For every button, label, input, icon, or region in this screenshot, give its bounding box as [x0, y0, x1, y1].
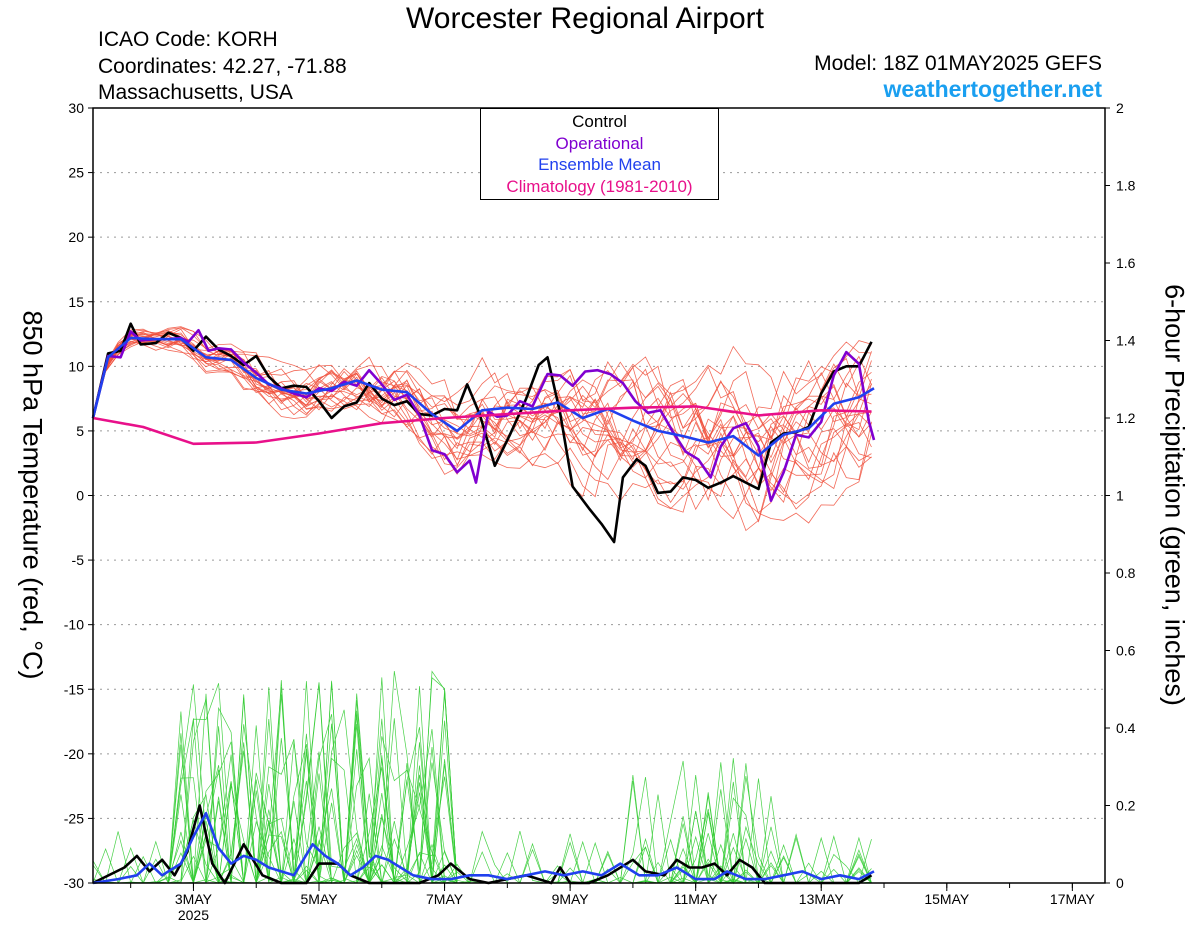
y-axis-label-right: 6-hour Precipitation (green, inches): [1159, 284, 1190, 706]
x-tick-label: 15MAY: [924, 891, 970, 907]
region: Massachusetts, USA: [98, 81, 293, 104]
x-tick-sublabel: 2025: [178, 907, 209, 923]
y2-tick-label: 1.6: [1116, 255, 1136, 271]
temp-member-line: [92, 327, 872, 505]
y2-tick-label: 1.8: [1116, 178, 1136, 194]
x-tick-label: 13MAY: [799, 891, 845, 907]
legend: Control Operational Ensemble Mean Climat…: [480, 108, 719, 200]
x-tick-label: 3MAY: [175, 891, 213, 907]
y2-tick-label: 2: [1116, 100, 1124, 116]
coordinates: Coordinates: 42.27, -71.88: [98, 55, 347, 78]
icao-code: ICAO Code: KORH: [98, 28, 278, 51]
y-tick-label: -20: [64, 746, 84, 762]
precip-member-line: [93, 682, 872, 885]
y-tick-label: 10: [68, 358, 84, 374]
series-lines: [91, 322, 876, 885]
temp-member-line: [92, 341, 872, 484]
y2-tick-label: 1: [1116, 488, 1124, 504]
y2-tick-label: 1.4: [1116, 333, 1136, 349]
y-tick-label: 20: [68, 229, 84, 245]
x-tick-label: 11MAY: [674, 891, 718, 907]
y-tick-label: -25: [64, 810, 84, 826]
model-run: Model: 18Z 01MAY2025 GEFS: [814, 52, 1102, 75]
x-tick-label: 9MAY: [552, 891, 590, 907]
y-tick-label: 5: [76, 423, 84, 439]
temp-member-line: [92, 332, 872, 464]
x-tick-label: 17MAY: [1050, 891, 1096, 907]
x-tick-label: 7MAY: [426, 891, 464, 907]
grid-lines: [93, 172, 1105, 819]
site-link[interactable]: weathertogether.net: [883, 76, 1102, 102]
y2-tick-label: 0.6: [1116, 643, 1136, 659]
y-tick-label: -10: [64, 617, 84, 633]
legend-ensemble-mean: Ensemble Mean: [538, 155, 661, 174]
temp-operational-line: [91, 328, 876, 503]
x-tick-label: 5MAY: [300, 891, 338, 907]
y-tick-label: -5: [72, 552, 85, 568]
axis-ticks: 302520151050-5-10-15-20-25-3021.81.61.41…: [64, 100, 1136, 923]
y-tick-label: -15: [64, 681, 84, 697]
y-tick-label: 0: [76, 488, 84, 504]
precip-ensemble-mean-line: [92, 811, 875, 885]
temp-climatology-1981-2010-line: [92, 405, 872, 446]
y2-tick-label: 0.8: [1116, 565, 1136, 581]
y-tick-label: 15: [68, 294, 84, 310]
chart-title: Worcester Regional Airport: [406, 2, 764, 35]
temp-ensemble-mean-line: [91, 336, 875, 457]
y2-tick-label: 0.4: [1116, 720, 1136, 736]
temp-member-line: [92, 333, 872, 468]
y-tick-label: -30: [64, 875, 84, 891]
legend-operational: Operational: [555, 133, 644, 153]
legend-climatology: Climatology (1981-2010): [506, 176, 693, 196]
y-tick-label: 30: [68, 100, 84, 116]
y-axis-label-left: 850 hPa Temperature (red, °C): [17, 310, 48, 680]
temp-control-line: [91, 322, 873, 544]
legend-control: Control: [572, 112, 627, 131]
y-tick-label: 25: [68, 165, 84, 181]
y2-tick-label: 0.2: [1116, 798, 1136, 814]
y2-tick-label: 1.2: [1116, 410, 1136, 426]
y2-tick-label: 0: [1116, 875, 1124, 891]
